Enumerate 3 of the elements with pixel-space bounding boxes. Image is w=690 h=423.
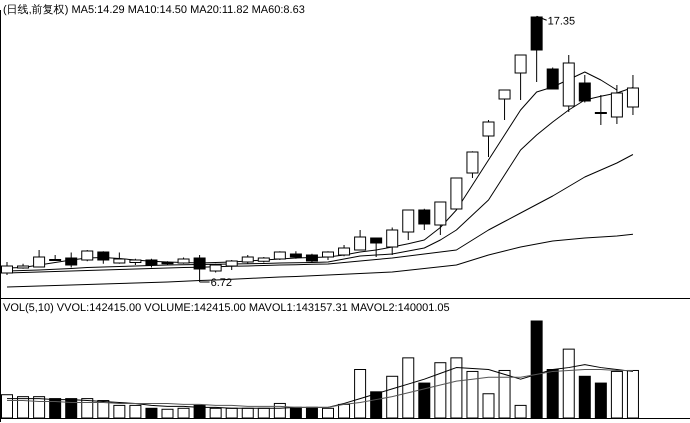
chart-title: VOL(5,10) VVOL:142415.00 VOLUME:142415.00 MAVOL1:143157.31 MAVOL2:140001.05 (3, 302, 450, 314)
chart-title: (日线,前复权) MA5:14.29 MA10:14.50 MA20:11.82 MA60:8.63 (3, 3, 305, 16)
annotation: 17.35 (548, 15, 576, 28)
